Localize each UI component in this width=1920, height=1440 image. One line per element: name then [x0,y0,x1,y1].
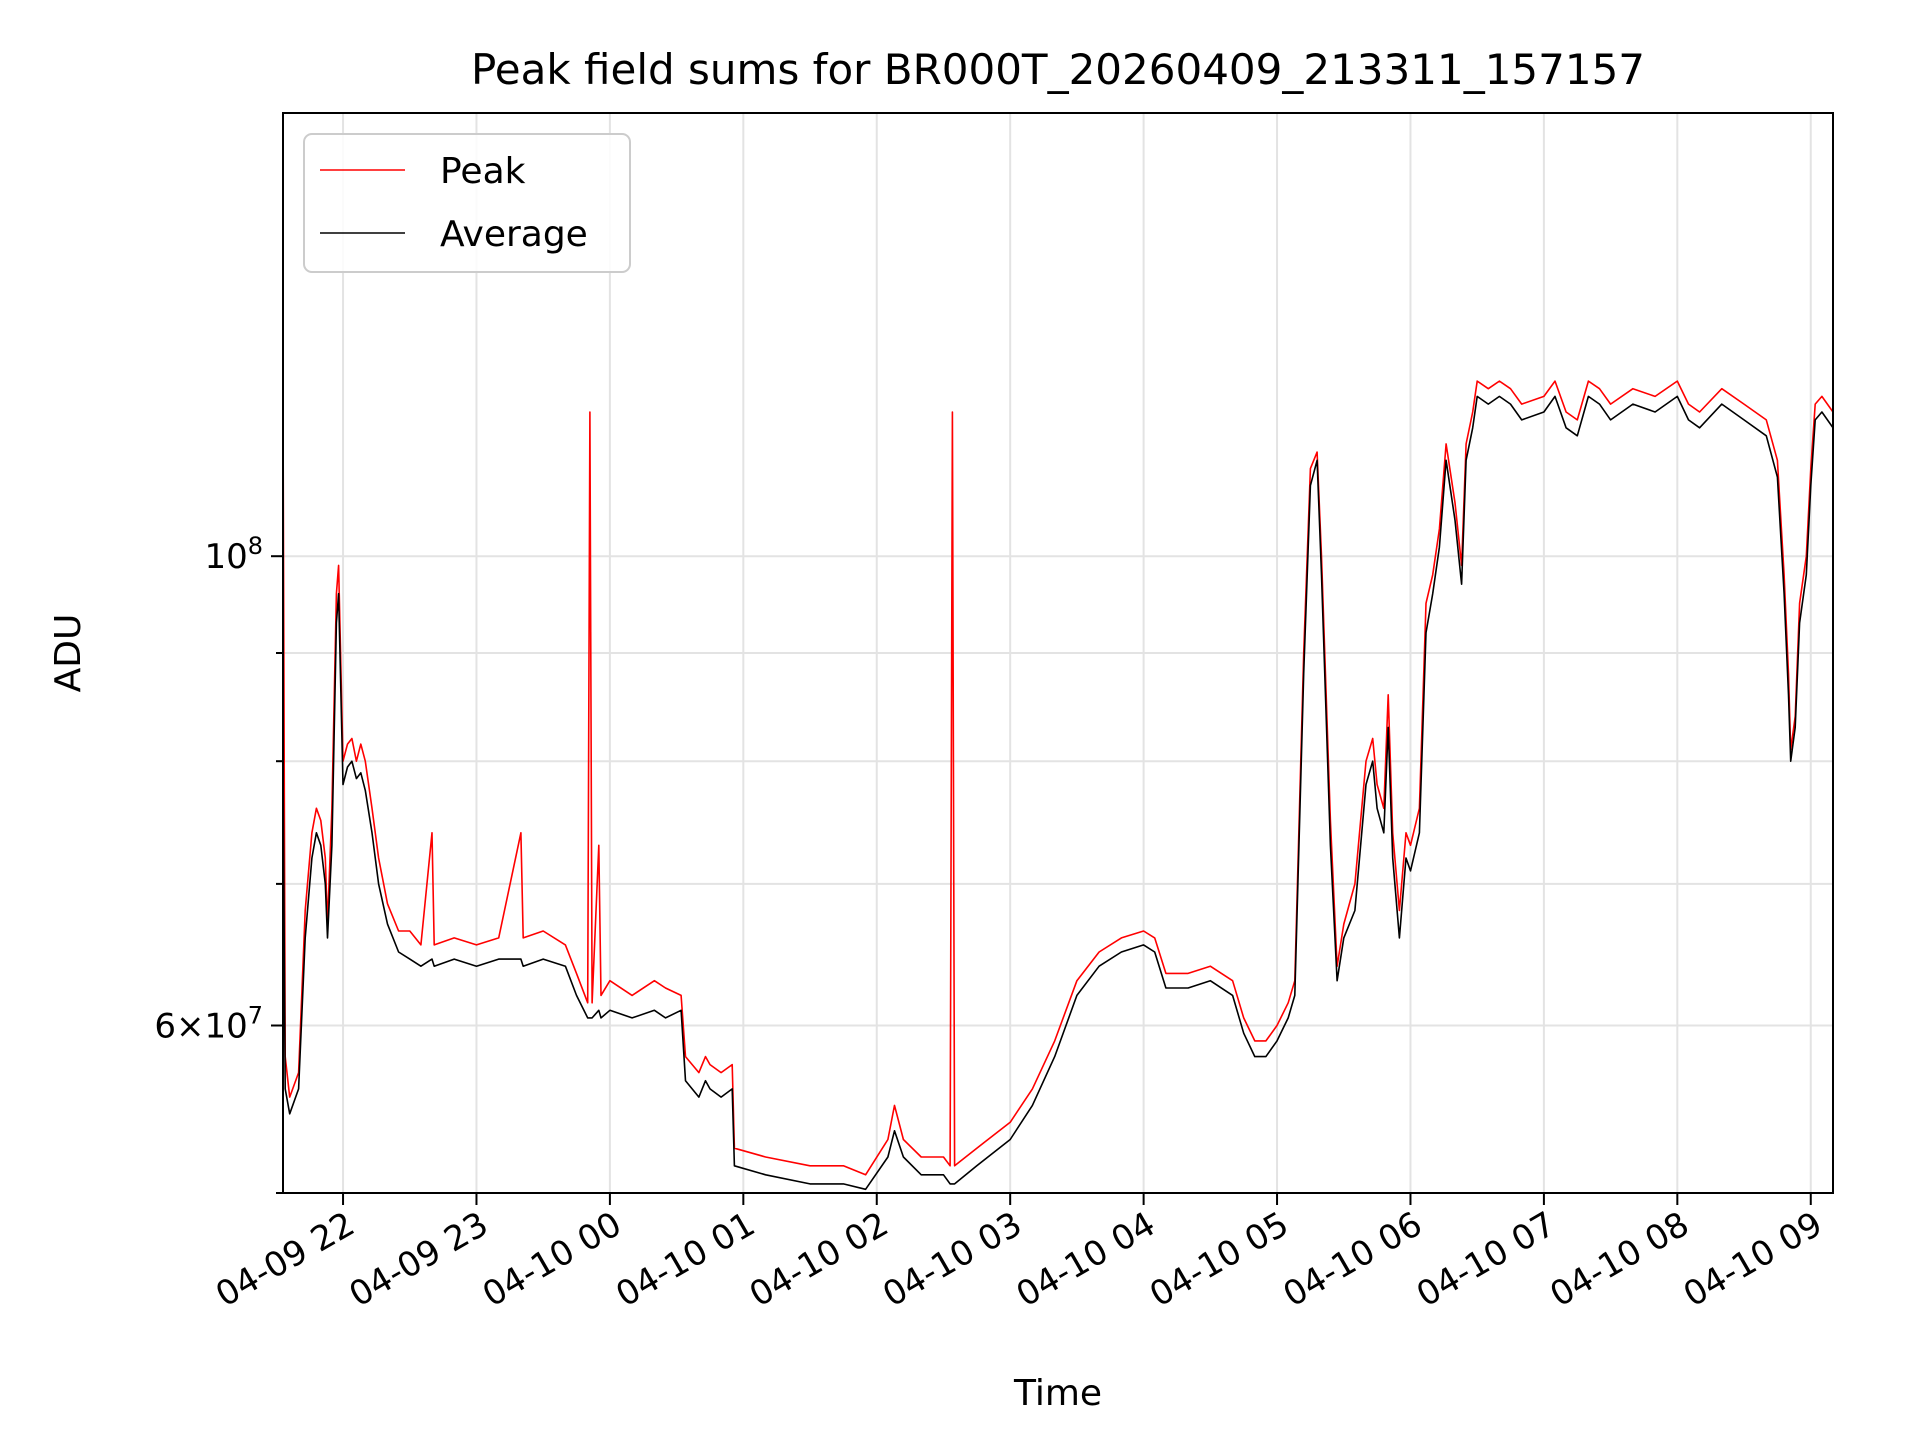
series-line-average [283,395,1833,1191]
legend-label-peak: Peak [440,151,526,192]
series-line-peak [283,380,1833,1176]
chart-title: Peak field sums for BR000T_20260409_2133… [471,45,1645,94]
grid [283,113,1833,1193]
y-tick-label: 108 [204,532,263,577]
y-tick-label: 6×107 [154,1002,263,1047]
legend: Peak Average [303,133,631,273]
x-axis-label: Time [1013,1373,1102,1414]
legend-label-average: Average [440,214,588,255]
legend-box [303,133,631,273]
y-axis-ticks: 108 6×107 [154,532,283,1194]
series-layer [283,380,1833,1191]
y-axis-label: ADU [48,614,89,693]
